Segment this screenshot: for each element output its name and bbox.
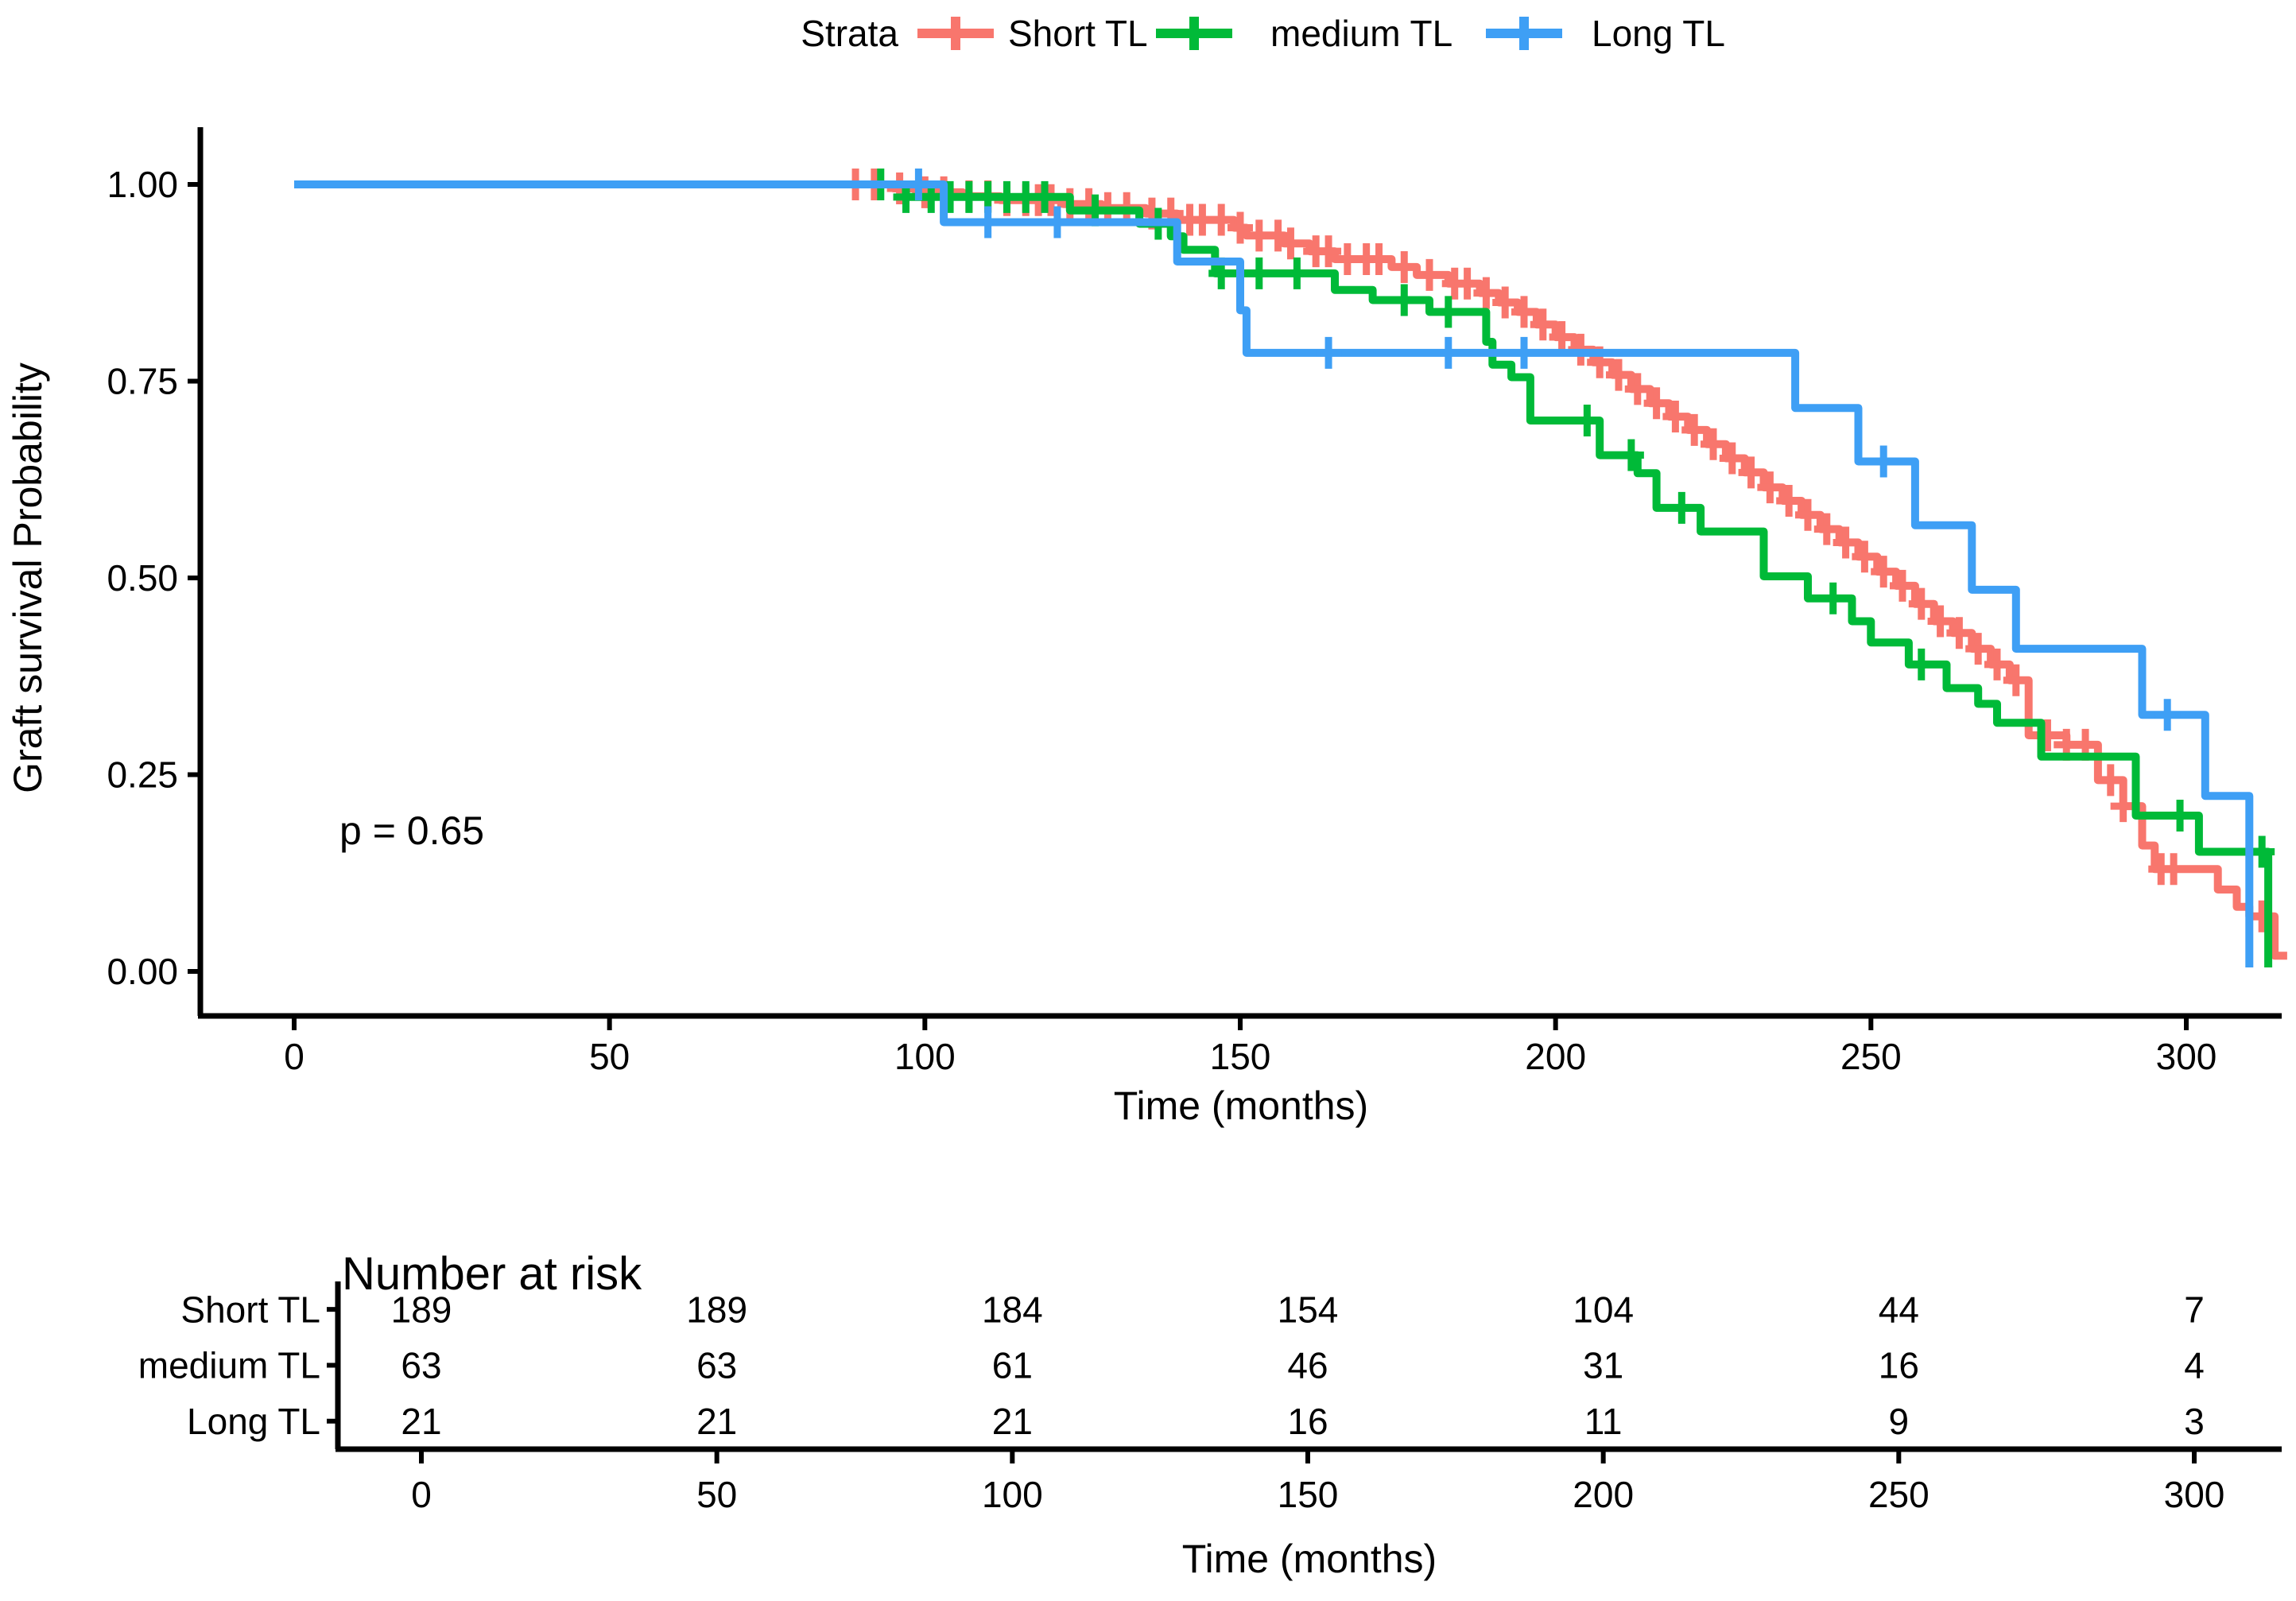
risk-table: Number at risk Short TL 189 189 184 154 104 44… bbox=[138, 1248, 2282, 1581]
risk-value: 46 bbox=[1287, 1345, 1328, 1386]
risk-x-tick-label: 50 bbox=[696, 1474, 737, 1515]
legend-key-short-tl bbox=[917, 17, 994, 50]
survival-curves bbox=[294, 169, 2287, 967]
curve-medium-tl bbox=[294, 169, 2275, 967]
legend-title: Strata bbox=[801, 13, 898, 54]
risk-value: 184 bbox=[982, 1289, 1043, 1330]
risk-x-tick-label: 0 bbox=[411, 1474, 432, 1515]
risk-value: 11 bbox=[1584, 1401, 1623, 1442]
x-axis-title: Time (months) bbox=[1114, 1083, 1368, 1128]
risk-x-tick-label: 150 bbox=[1278, 1474, 1339, 1515]
risk-value: 154 bbox=[1278, 1289, 1339, 1330]
p-value-annotation: p = 0.65 bbox=[339, 808, 484, 853]
legend-label-short-tl: Short TL bbox=[1008, 13, 1148, 54]
y-tick-label: 0.75 bbox=[107, 361, 178, 402]
risk-value: 16 bbox=[1287, 1401, 1328, 1442]
censor-marks bbox=[843, 169, 2275, 932]
risk-value: 3 bbox=[2184, 1401, 2205, 1442]
risk-table-body: Short TL 189 189 184 154 104 44 7 medium TL 63 63 6… bbox=[138, 1281, 2282, 1515]
survival-step-line bbox=[294, 180, 2287, 960]
x-tick-label: 50 bbox=[589, 1036, 630, 1077]
legend-key-medium-tl bbox=[1156, 17, 1232, 50]
censor-marks bbox=[867, 169, 2275, 868]
y-axis-title: Graft survival Probability bbox=[6, 362, 50, 793]
risk-x-tick-label: 200 bbox=[1573, 1474, 1634, 1515]
legend-key-long-tl bbox=[1486, 17, 1562, 50]
x-tick-label: 150 bbox=[1210, 1036, 1271, 1077]
x-tick-label: 200 bbox=[1525, 1036, 1586, 1077]
risk-row-label-long-tl: Long TL bbox=[187, 1401, 320, 1442]
y-tick-label: 0.00 bbox=[107, 951, 178, 992]
curve-short-tl bbox=[294, 169, 2287, 960]
risk-x-tick-label: 300 bbox=[2164, 1474, 2225, 1515]
plot-axes: 1.00 0.75 0.50 0.25 0.00 0 50 100 150 200 250 300 bbox=[107, 127, 2282, 1077]
x-tick-label: 0 bbox=[284, 1036, 304, 1077]
risk-x-axis-title: Time (months) bbox=[1182, 1537, 1437, 1581]
censor-marks bbox=[906, 169, 2181, 731]
x-tick-label: 300 bbox=[2156, 1036, 2217, 1077]
risk-value: 21 bbox=[401, 1401, 441, 1442]
legend-label-long-tl: Long TL bbox=[1592, 13, 1725, 54]
curve-long-tl bbox=[294, 169, 2254, 967]
legend-keys bbox=[917, 17, 1562, 50]
risk-table-title: Number at risk bbox=[342, 1248, 642, 1300]
risk-row-label-short-tl: Short TL bbox=[180, 1289, 320, 1330]
risk-value: 63 bbox=[696, 1345, 737, 1386]
x-tick-label: 250 bbox=[1840, 1036, 1902, 1077]
x-tick-label: 100 bbox=[894, 1036, 956, 1077]
y-tick-label: 1.00 bbox=[107, 164, 178, 205]
risk-value: 61 bbox=[992, 1345, 1033, 1386]
risk-value: 9 bbox=[1889, 1401, 1910, 1442]
risk-value: 104 bbox=[1573, 1289, 1634, 1330]
risk-value: 7 bbox=[2184, 1289, 2205, 1330]
risk-value: 21 bbox=[992, 1401, 1033, 1442]
survival-step-line bbox=[294, 180, 2254, 967]
risk-x-tick-label: 100 bbox=[982, 1474, 1043, 1515]
y-tick-label: 0.50 bbox=[107, 557, 178, 599]
risk-value: 21 bbox=[696, 1401, 737, 1442]
risk-value: 189 bbox=[686, 1289, 747, 1330]
legend: Strata Short TL medium TL Long TL bbox=[801, 13, 1725, 54]
risk-value: 16 bbox=[1879, 1345, 1919, 1386]
risk-value: 189 bbox=[391, 1289, 452, 1330]
risk-value: 4 bbox=[2184, 1345, 2205, 1386]
risk-value: 44 bbox=[1879, 1289, 1919, 1330]
legend-label-medium-tl: medium TL bbox=[1270, 13, 1452, 54]
risk-row-label-medium-tl: medium TL bbox=[138, 1345, 320, 1386]
risk-value: 31 bbox=[1583, 1345, 1623, 1386]
risk-value: 63 bbox=[401, 1345, 441, 1386]
risk-x-tick-label: 250 bbox=[1868, 1474, 1929, 1515]
y-tick-label: 0.25 bbox=[107, 754, 178, 796]
